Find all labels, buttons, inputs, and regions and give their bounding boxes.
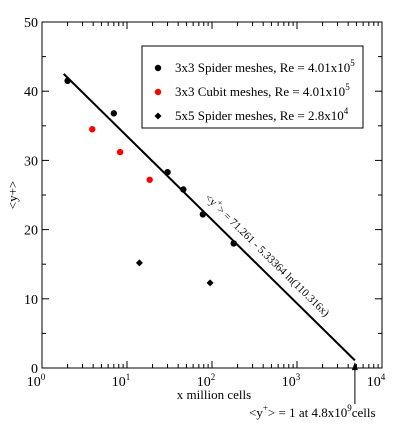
annotation: <y+> = 1 at 4.8x109cells bbox=[249, 362, 376, 420]
point-series-3 bbox=[135, 259, 143, 267]
y-tick-label: 20 bbox=[24, 224, 38, 239]
legend-label: 5x5 Spider meshes, Re = 2.8x104 bbox=[175, 106, 349, 123]
x-tick-label: 101 bbox=[112, 372, 131, 390]
data-points bbox=[64, 77, 237, 287]
legend-marker bbox=[154, 64, 162, 72]
annotation-label: <y+> = 1 at 4.8x109cells bbox=[249, 403, 376, 420]
y-tick-label: 50 bbox=[24, 16, 38, 31]
point-series-1 bbox=[164, 168, 171, 176]
legend: 3x3 Spider meshes, Re = 4.01x105 3x3 Cubi… bbox=[141, 45, 364, 129]
y-tick-label: 40 bbox=[24, 85, 38, 100]
y-tick-label: 0 bbox=[31, 362, 38, 377]
point-series-2 bbox=[89, 126, 96, 133]
y-tick-label: 30 bbox=[24, 154, 38, 169]
x-tick-label: 100 bbox=[27, 372, 46, 390]
y-tick-label: 10 bbox=[24, 293, 38, 308]
point-series-3 bbox=[206, 279, 214, 287]
axis-tick-labels: 100 101 102 103 104 0 10 20 30 40 50 bbox=[24, 16, 386, 390]
point-series-1 bbox=[64, 77, 71, 85]
fit-line-label: <y+> = 71.261 - 5.33364 ln(110.316x) bbox=[202, 189, 334, 319]
annotation-arrowhead bbox=[351, 362, 358, 371]
x-axis-label: x million cells bbox=[177, 387, 251, 402]
fit-line bbox=[62, 73, 356, 362]
point-series-1 bbox=[110, 110, 118, 117]
legend-marker bbox=[154, 88, 162, 96]
legend-label: 3x3 Cubit meshes, Re = 4.01x105 bbox=[175, 82, 350, 99]
point-series-2 bbox=[116, 148, 124, 156]
point-series-1 bbox=[180, 186, 187, 193]
x-tick-label: 103 bbox=[282, 372, 301, 390]
legend-marker bbox=[154, 112, 162, 120]
point-series-1 bbox=[199, 211, 207, 218]
axis-ticks bbox=[41, 21, 383, 369]
legend-label: 3x3 Spider meshes, Re = 4.01x105 bbox=[175, 58, 355, 75]
x-tick-label: 102 bbox=[197, 372, 216, 390]
point-series-2 bbox=[146, 176, 153, 183]
point-series-1 bbox=[230, 240, 237, 247]
x-tick-label: 104 bbox=[367, 372, 386, 390]
y-axis-label: <y+> bbox=[5, 181, 20, 210]
legend-box bbox=[141, 45, 364, 129]
